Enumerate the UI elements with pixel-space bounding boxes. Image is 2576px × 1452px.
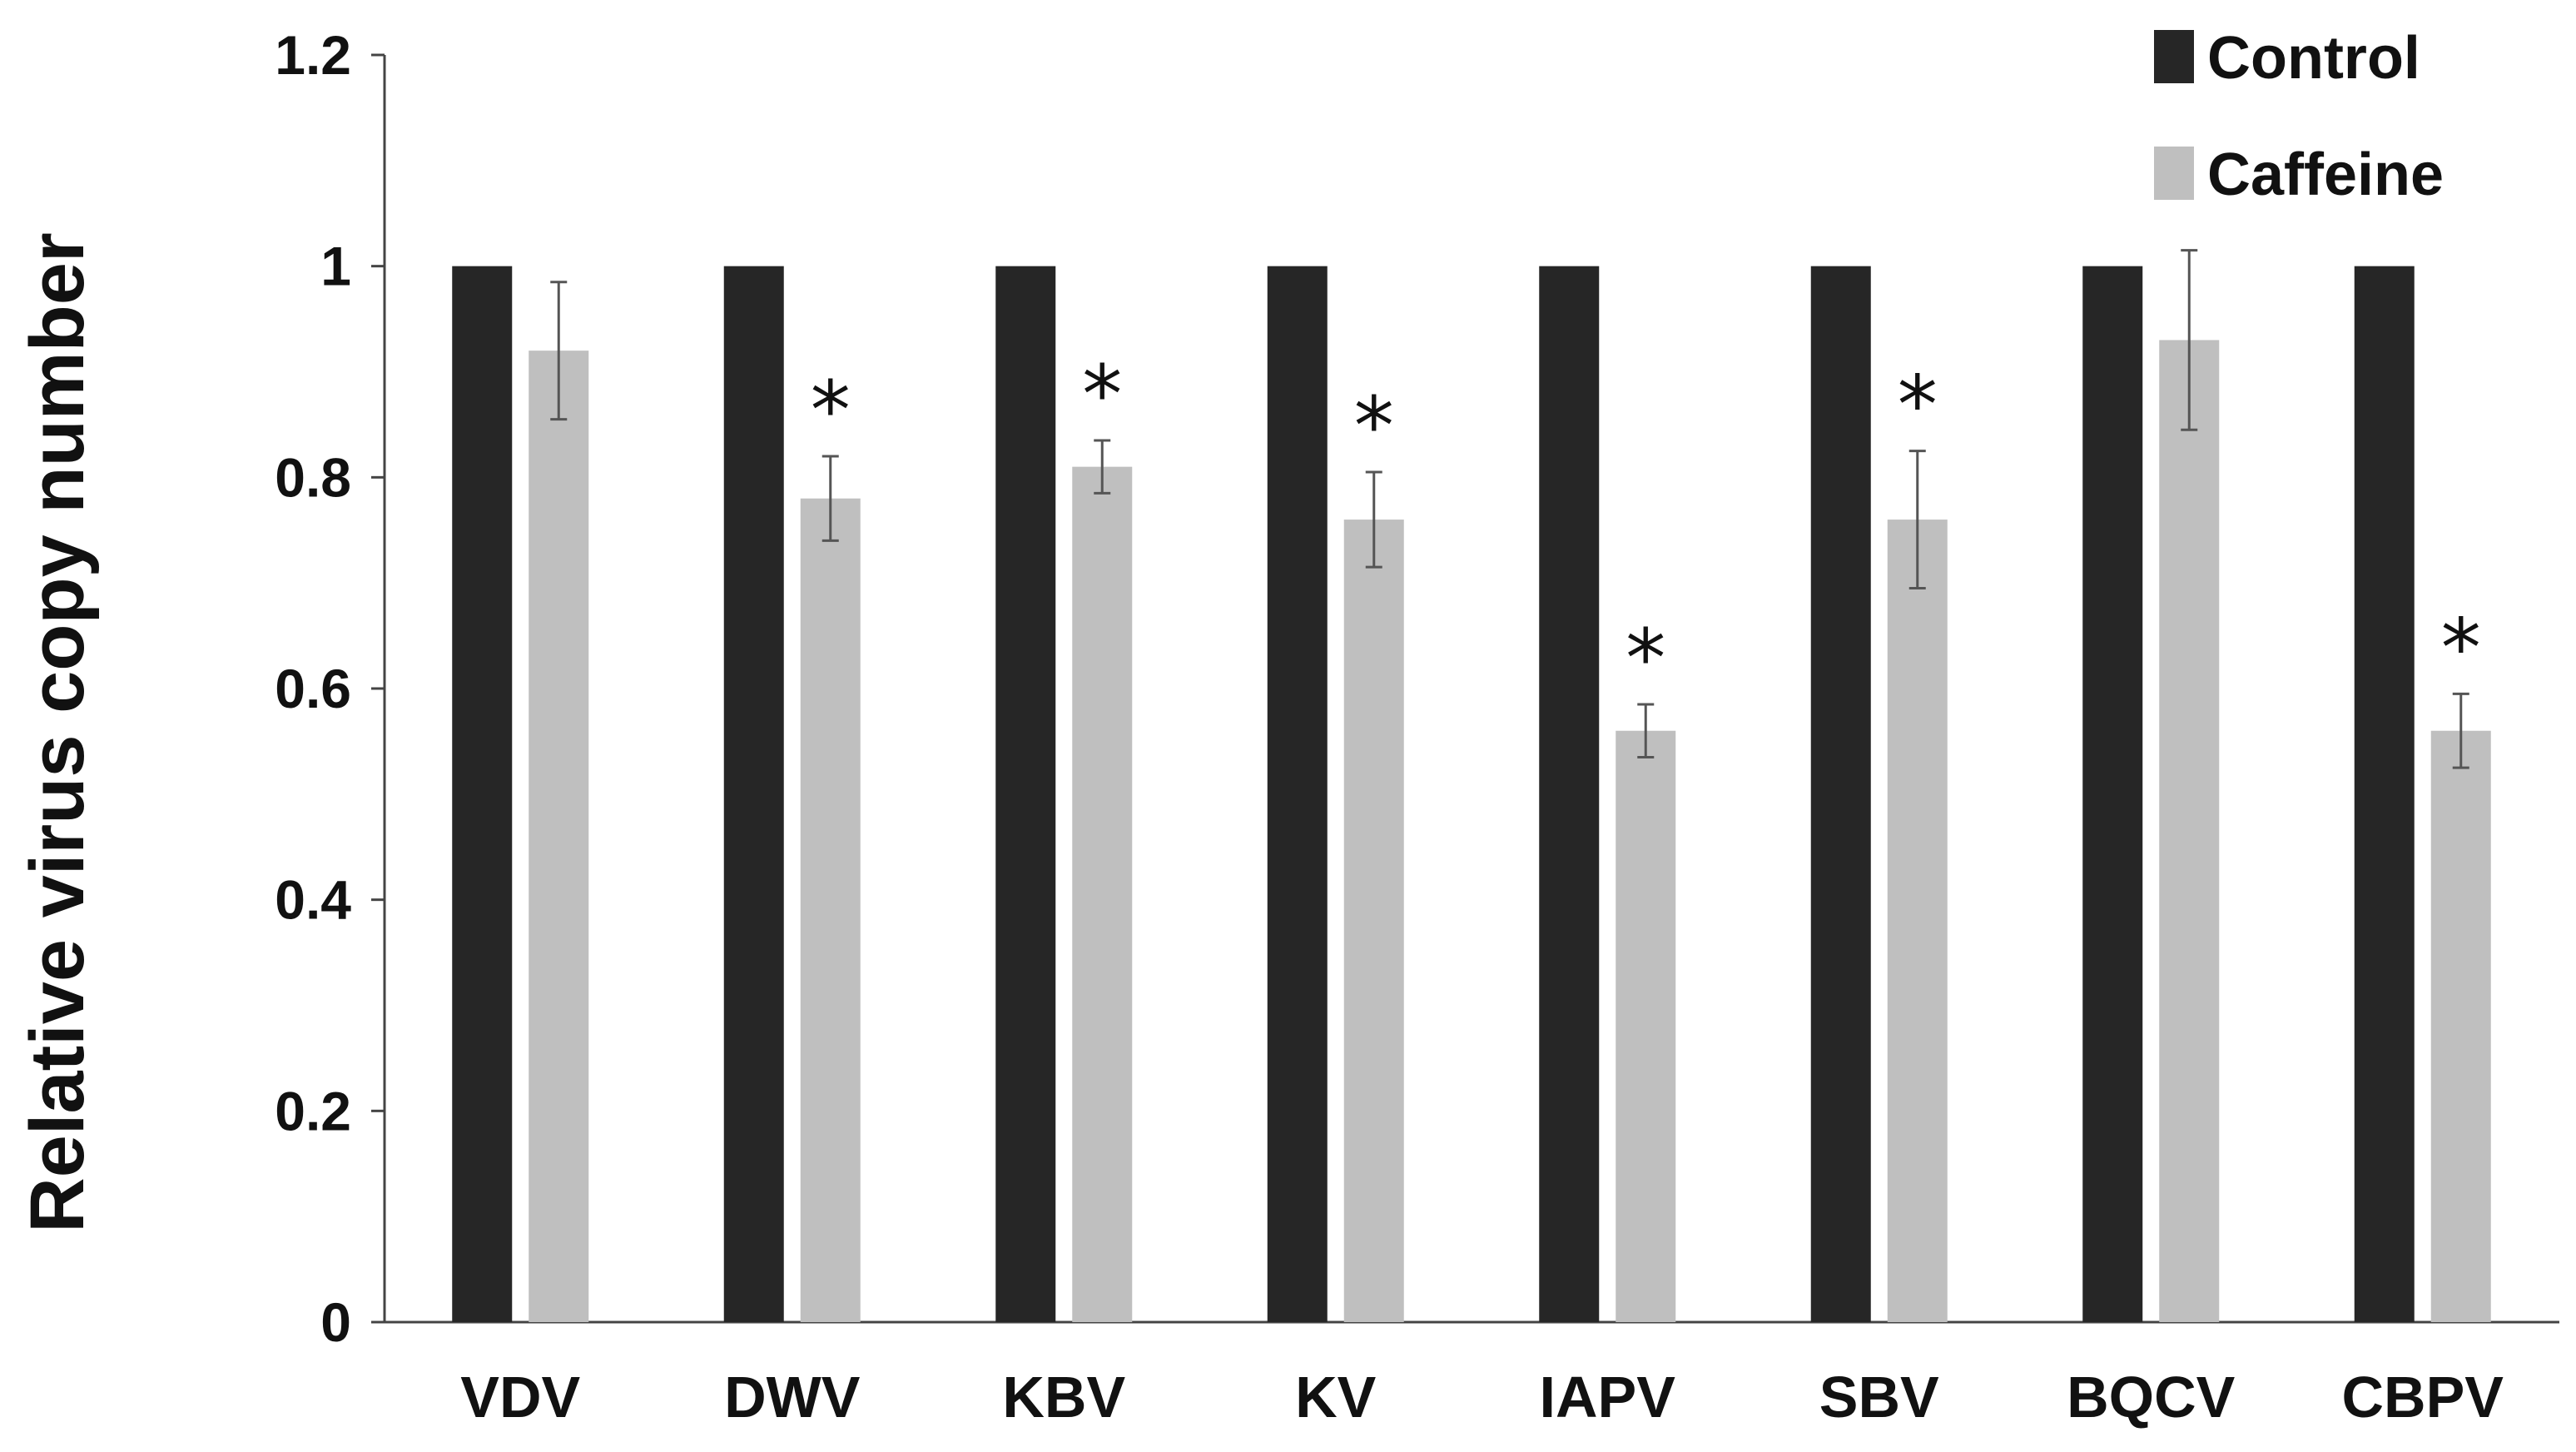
x-category-label: BQCV	[2067, 1365, 2236, 1430]
bars	[452, 266, 2491, 1323]
error-bar-caffeine-cbpv	[2452, 692, 2469, 769]
legend-label-caffeine: Caffeine	[2207, 142, 2444, 208]
bar-caffeine-vdv	[529, 351, 589, 1323]
bar-control-iapv	[1539, 266, 1600, 1323]
bar-control-cbpv	[2354, 266, 2415, 1323]
x-category-label: SBV	[1819, 1365, 1939, 1430]
error-bar-caffeine-kv	[1365, 470, 1382, 569]
bar-caffeine-sbv	[1887, 520, 1948, 1322]
significance-asterisk: *	[1354, 380, 1394, 473]
error-bar-caffeine-kbv	[1094, 439, 1111, 495]
error-bar-caffeine-dwv	[821, 455, 839, 542]
error-bars	[550, 249, 2469, 769]
legend-swatch-caffeine	[2154, 147, 2194, 200]
legend-label-control: Control	[2207, 25, 2420, 92]
x-category-label: DWV	[724, 1365, 861, 1430]
bar-control-kv	[1267, 266, 1328, 1323]
bar-caffeine-kv	[1343, 520, 1404, 1322]
bar-caffeine-iapv	[1616, 730, 1676, 1322]
significance-asterisk: *	[811, 364, 851, 457]
bar-control-vdv	[452, 266, 513, 1323]
significance-marks: * * * * * *	[811, 348, 2481, 705]
x-category-label: KBV	[1002, 1365, 1125, 1430]
legend: Control Caffeine	[2154, 25, 2444, 208]
bar-caffeine-dwv	[800, 498, 861, 1322]
y-tick-label: 1.2	[275, 24, 351, 86]
x-category-label: VDV	[460, 1365, 580, 1430]
x-category-label: IAPV	[1540, 1365, 1676, 1430]
x-category-label: KV	[1295, 1365, 1377, 1430]
significance-asterisk: *	[2441, 601, 2481, 694]
bar-control-dwv	[723, 266, 784, 1323]
x-category-label: CBPV	[2342, 1365, 2504, 1430]
y-tick-label: 0.4	[275, 869, 351, 931]
bar-control-sbv	[1810, 266, 1871, 1323]
significance-asterisk: *	[1082, 348, 1122, 441]
y-tick-label: 0.6	[275, 658, 351, 719]
legend-swatch-control	[2154, 30, 2194, 83]
bar-caffeine-kbv	[1072, 466, 1133, 1322]
significance-asterisk: *	[1898, 359, 1938, 452]
y-tick-label: 0.8	[275, 446, 351, 508]
bar-caffeine-cbpv	[2430, 730, 2491, 1322]
bar-control-bqcv	[2082, 266, 2143, 1323]
y-tick-label: 1	[320, 236, 351, 297]
error-bar-caffeine-iapv	[1637, 703, 1655, 758]
y-tick-label: 0.2	[275, 1080, 351, 1141]
error-bar-caffeine-bqcv	[2181, 249, 2198, 431]
axes: 0 0.2 0.4 0.6 0.8 1 1.2 VDV DWV KBV KV IAPV SBV BQCV C…	[275, 24, 2559, 1430]
bar-control-kbv	[995, 266, 1056, 1323]
error-bar-caffeine-sbv	[1908, 450, 1926, 590]
error-bar-caffeine-vdv	[550, 281, 568, 421]
significance-asterisk: *	[1626, 612, 1665, 705]
bar-caffeine-bqcv	[2159, 340, 2220, 1323]
y-tick-label: 0	[320, 1291, 351, 1353]
y-axis-label: Relative virus copy number	[15, 232, 100, 1233]
